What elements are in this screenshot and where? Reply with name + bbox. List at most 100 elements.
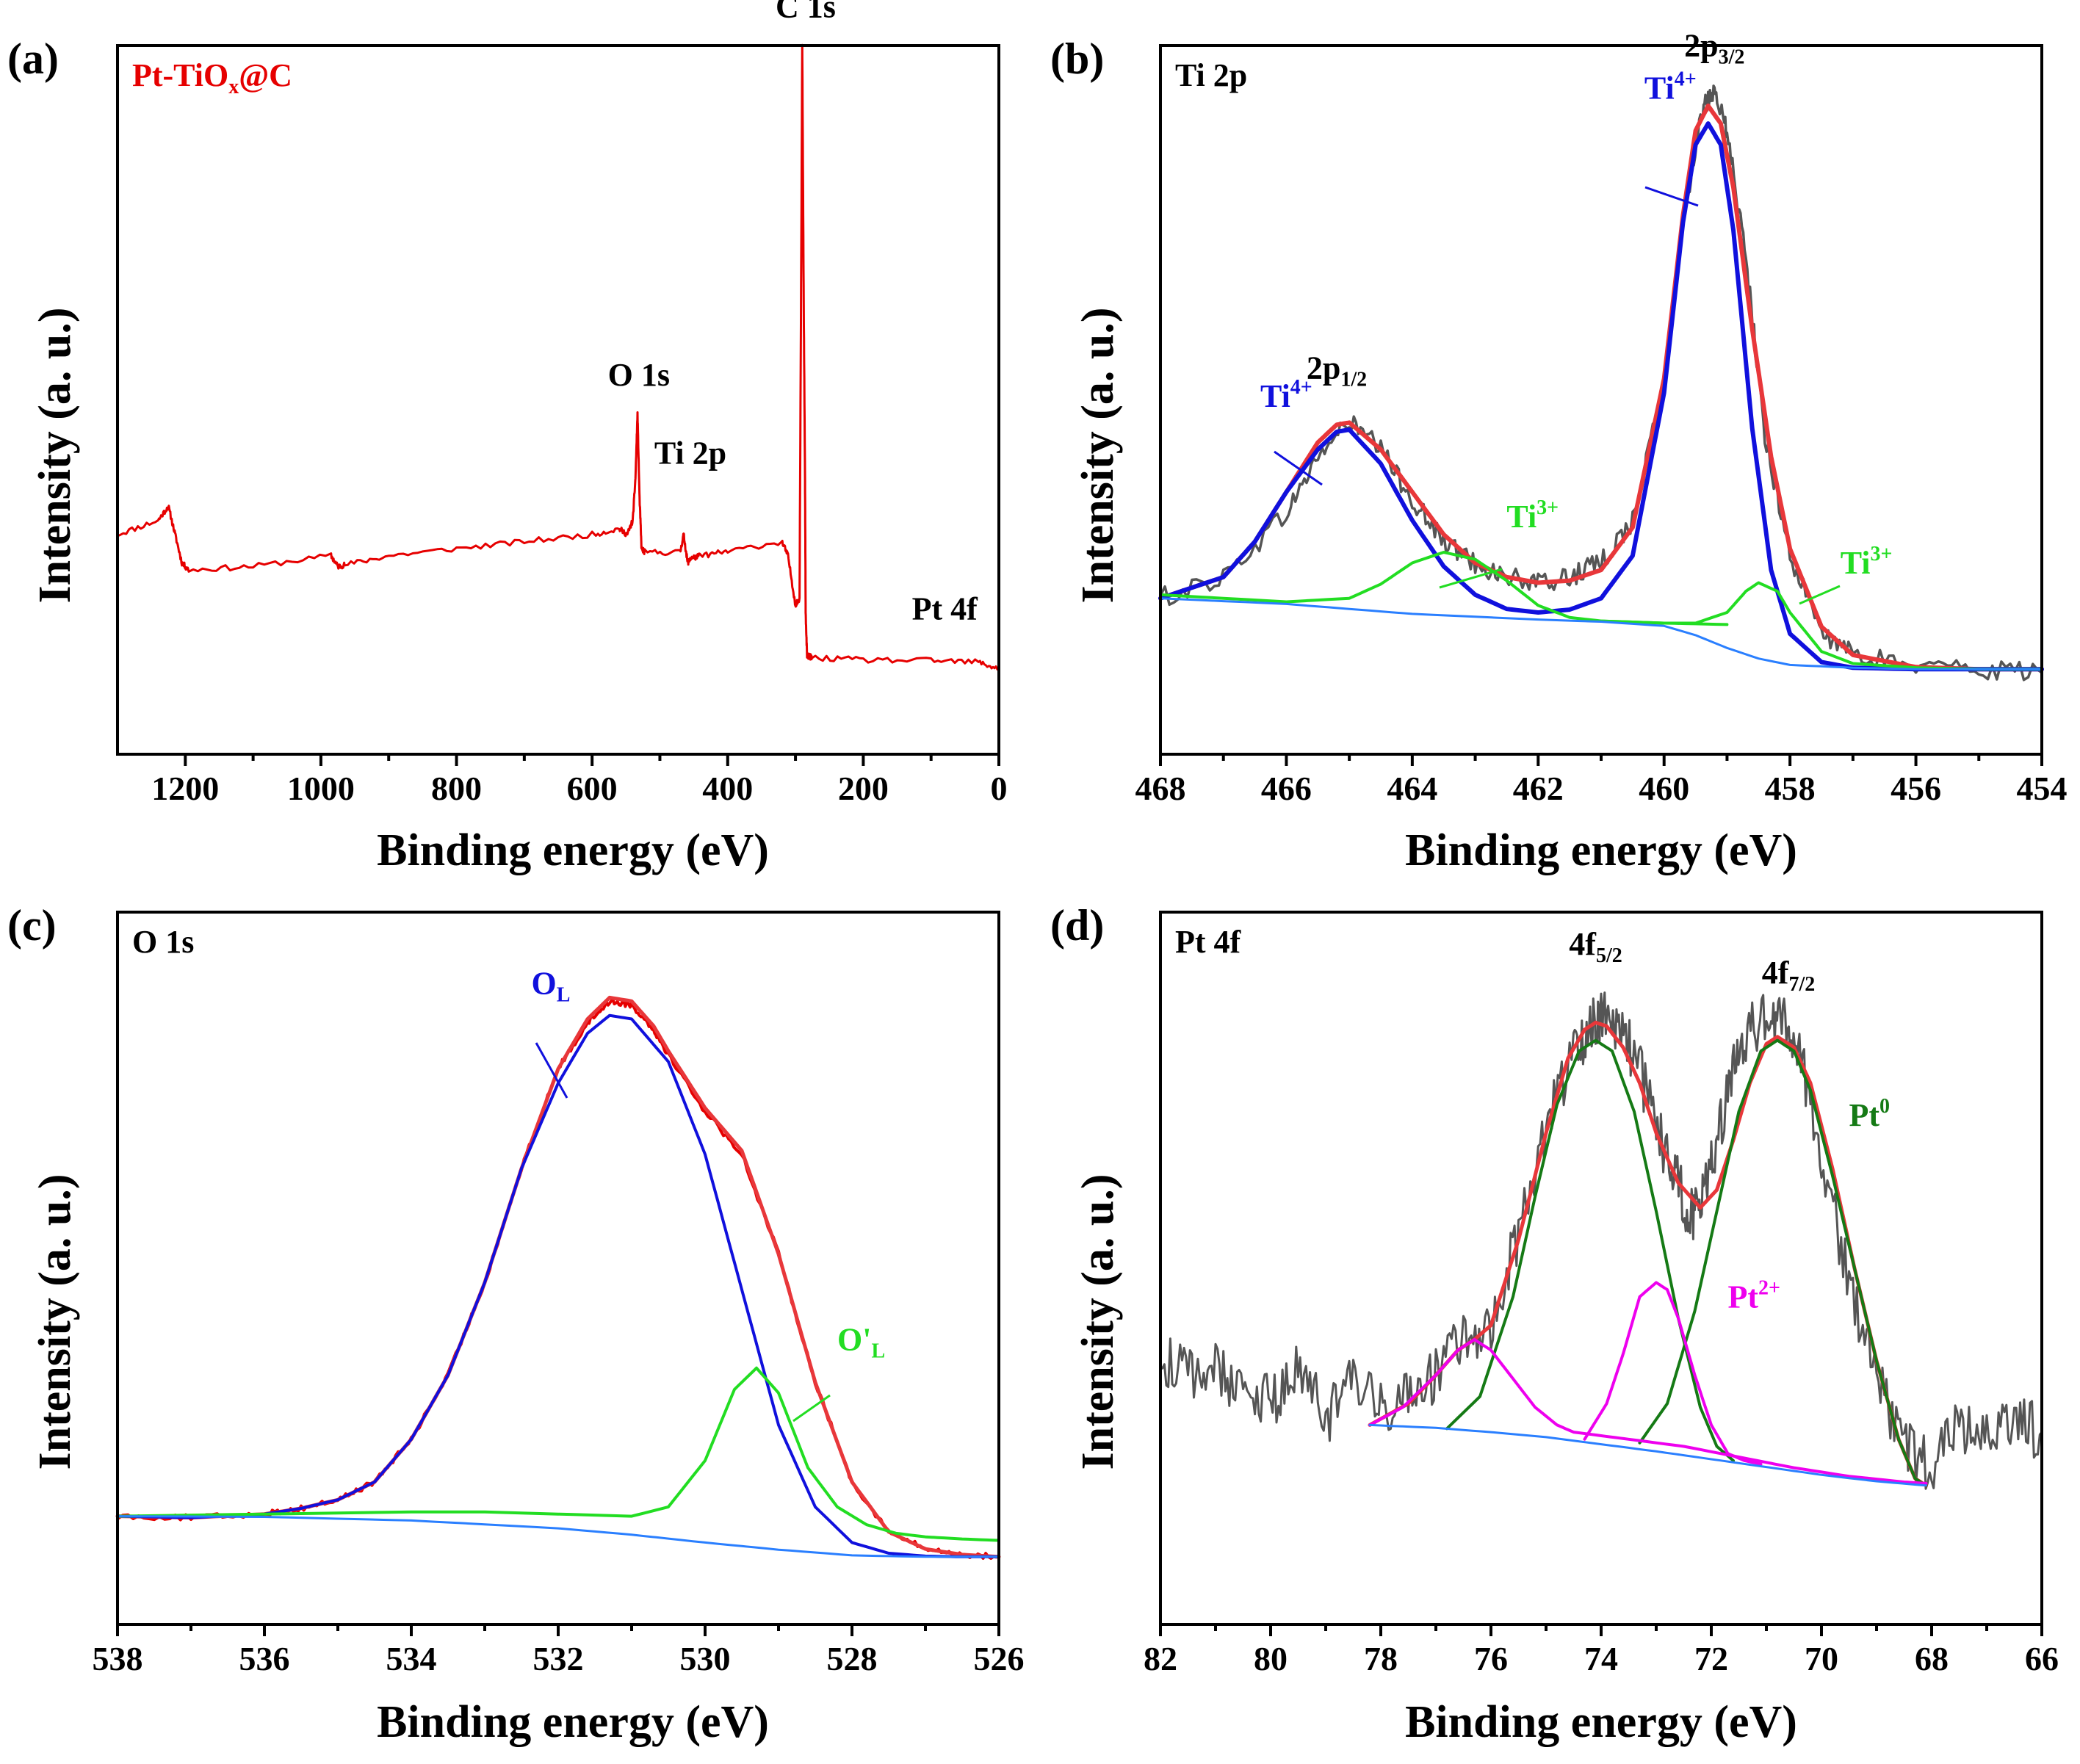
series-line-background xyxy=(1368,1423,1927,1487)
annotation-text: Pt xyxy=(1849,1097,1880,1133)
x-tick-label: 68 xyxy=(1915,1640,1949,1677)
title-subscript: x xyxy=(228,76,239,98)
series-line-background xyxy=(116,1515,1000,1558)
plot-frame xyxy=(1159,44,2043,756)
x-axis-title: Binding energy (eV) xyxy=(377,825,769,875)
annotation-text: Pt xyxy=(1728,1279,1759,1315)
annotation-ti3plus-b: Ti3+ xyxy=(1841,543,1893,581)
annotation-2p12: 2p1/2 xyxy=(1307,350,1367,391)
annotation-superscript: 3+ xyxy=(1536,496,1559,519)
x-tick-label: 468 xyxy=(1135,770,1186,807)
series-line-pt0-4f5-2 xyxy=(1445,1038,1735,1462)
annotation-layer: 2p3/2 2p1/2 Ti4+ Ti4+ Ti3+ Ti3+ xyxy=(1260,28,1893,605)
title-tail: @C xyxy=(239,57,292,93)
annotation-superscript: 4+ xyxy=(1290,376,1312,399)
annotation-text: O 1s xyxy=(608,357,670,393)
panel-title: Ti 2p xyxy=(1175,57,1247,93)
annotation-superscript: 4+ xyxy=(1675,68,1697,90)
plot-area: 1200 1000 800 600 400 200 0 C 1s O 1s Ti 2p Pt… xyxy=(116,0,1008,807)
annotation-layer: 4f5/2 4f7/2 Pt0 Pt2+ xyxy=(1569,926,1890,1315)
y-axis-title: Intensity (a. u.) xyxy=(30,1174,80,1470)
annotation-2p32: 2p3/2 xyxy=(1684,28,1744,69)
x-tick-label: 80 xyxy=(1254,1640,1288,1677)
x-tick-label: 78 xyxy=(1364,1640,1398,1677)
title-text: Pt-TiO xyxy=(132,57,228,93)
panel-title: O 1s xyxy=(132,924,194,960)
series-line-o-l xyxy=(116,1366,1000,1542)
annotation-subscript: 3/2 xyxy=(1719,46,1745,69)
annotation-ti3plus-a: Ti3+ xyxy=(1506,496,1559,535)
panel-label: (d) xyxy=(1050,901,1104,950)
annotation-pointer xyxy=(1274,450,1323,486)
x-tick-label: 532 xyxy=(533,1640,584,1677)
annotation-text: 4f xyxy=(1762,955,1790,991)
annotation-layer: OL O'L xyxy=(532,966,885,1423)
annotation-ti4plus-b: Ti4+ xyxy=(1260,376,1312,414)
x-tick-label: 466 xyxy=(1261,770,1312,807)
annotation-subscript: L xyxy=(871,1340,885,1363)
annotation-text: 4f xyxy=(1569,926,1597,962)
panel-title: Pt 4f xyxy=(1175,924,1242,960)
annotation-pointer xyxy=(535,1042,568,1099)
x-tick-label: 400 xyxy=(702,770,753,807)
tick-layer: 1200 1000 800 600 400 200 0 xyxy=(151,754,1008,807)
annotation-superscript: 0 xyxy=(1879,1095,1890,1118)
annotation-text: O xyxy=(532,966,557,1002)
panel-d: (d) Intensity (a. u.) Binding energy (eV… xyxy=(1050,901,2059,1747)
annotation-4f72: 4f7/2 xyxy=(1762,955,1815,996)
annotation-ol: OL xyxy=(532,966,571,1007)
annotation-pt0: Pt0 xyxy=(1849,1095,1891,1133)
series-layer xyxy=(1158,84,2044,682)
y-axis-title: Intensity (a. u.) xyxy=(1073,307,1123,603)
annotation-subscript: 5/2 xyxy=(1596,944,1622,967)
series-line-ti3-2p3-2- xyxy=(1600,581,2043,671)
x-tick-label: 460 xyxy=(1639,770,1689,807)
x-axis-title: Binding energy (eV) xyxy=(377,1697,769,1747)
series-layer xyxy=(115,995,1001,1560)
tick-layer: 538 536 534 532 530 528 526 xyxy=(93,1624,1025,1677)
x-tick-label: 82 xyxy=(1144,1640,1177,1677)
annotation-text: Ti xyxy=(1260,378,1290,414)
panel-label: (a) xyxy=(7,35,59,83)
annotation-o1s: O 1s xyxy=(608,357,670,393)
series-line-survey xyxy=(116,43,1000,671)
x-axis-title: Binding energy (eV) xyxy=(1405,1697,1797,1747)
annotation-text: Ti 2p xyxy=(654,435,726,471)
annotation-pt2plus: Pt2+ xyxy=(1728,1276,1781,1315)
plot-frame xyxy=(116,911,1000,1626)
x-tick-label: 456 xyxy=(1891,770,1941,807)
annotation-text: Ti xyxy=(1506,499,1536,535)
annotation-text: Ti xyxy=(1841,545,1871,581)
panel-label: (c) xyxy=(7,901,57,950)
annotation-text: 2p xyxy=(1684,28,1718,64)
plot-area: 82 80 78 76 74 72 70 68 66 4f5/2 4f7/2 Pt0 Pt2+ xyxy=(1144,911,2059,1677)
annotation-text: C 1s xyxy=(776,0,836,24)
annotation-ti2p: Ti 2p xyxy=(654,435,726,471)
tick-layer: 82 80 78 76 74 72 70 68 66 xyxy=(1144,1624,2059,1677)
annotation-subscript: L xyxy=(557,984,571,1007)
annotation-text: Pt 4f xyxy=(912,591,979,627)
x-tick-label: 76 xyxy=(1474,1640,1508,1677)
annotation-superscript: 3+ xyxy=(1870,543,1892,565)
x-tick-label: 74 xyxy=(1584,1640,1618,1677)
x-tick-label: 454 xyxy=(2017,770,2068,807)
series-line-background xyxy=(1159,597,2043,670)
annotation-superscript: 2+ xyxy=(1758,1276,1780,1299)
series-line-pt2-4f5-2 xyxy=(1368,1338,1928,1485)
x-tick-label: 526 xyxy=(974,1640,1025,1677)
x-tick-label: 462 xyxy=(1513,770,1564,807)
annotation-text: Ti xyxy=(1644,70,1675,106)
plot-area: 538 536 534 532 530 528 526 OL O'L xyxy=(93,911,1025,1677)
annotation-subscript: 1/2 xyxy=(1340,369,1367,391)
x-tick-label: 1000 xyxy=(287,770,355,807)
x-tick-label: 0 xyxy=(991,770,1008,807)
series-line-ol xyxy=(116,1013,1000,1558)
series-line-envelope xyxy=(1158,104,2044,672)
annotation-4f52: 4f5/2 xyxy=(1569,926,1622,967)
y-axis-title: Intensity (a. u.) xyxy=(30,307,80,603)
annotation-pointer xyxy=(1439,568,1503,589)
annotation-c1s: C 1s xyxy=(776,0,836,24)
x-tick-label: 1200 xyxy=(151,770,219,807)
annotation-pointer xyxy=(1799,585,1841,605)
series-layer xyxy=(116,43,1000,671)
